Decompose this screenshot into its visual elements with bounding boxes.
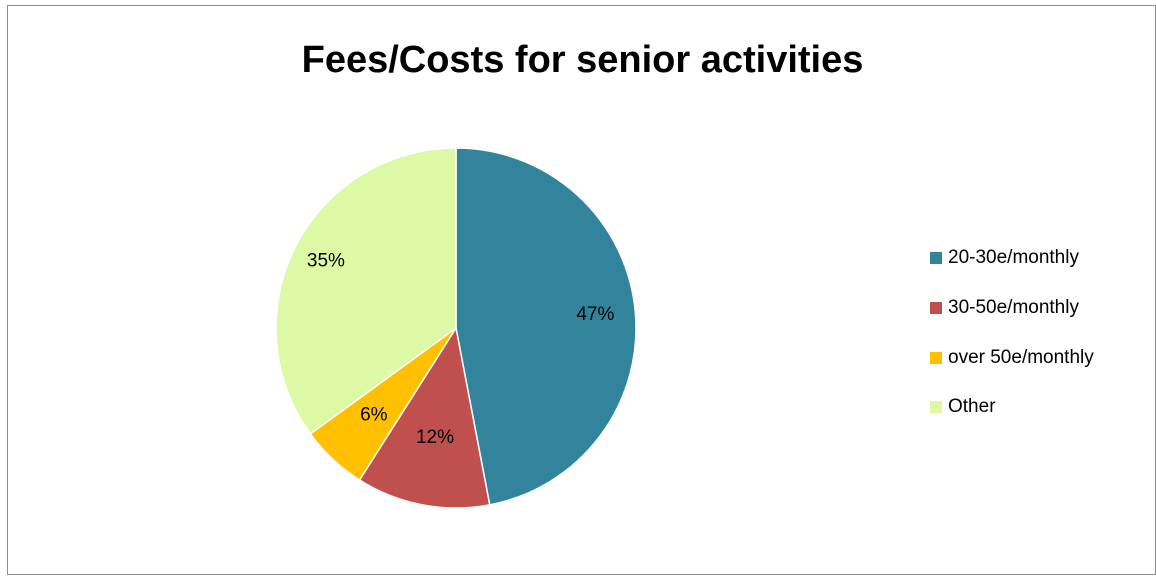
data-label-30-50e-monthly: 12% [416,427,454,448]
legend-label: over 50e/monthly [948,347,1094,368]
pie-slice-20-30e-monthly [455,147,637,506]
legend-label: Other [948,396,996,417]
data-label-over-50e-monthly: 6% [360,404,388,425]
legend-swatch [930,302,942,314]
pie-slice-30-50e-monthly [358,325,491,509]
chart-area: Fees/Costs for senior activities 47% 12% 6… [7,5,1156,575]
legend-label: 20-30e/monthly [948,247,1079,268]
pie-slices [275,147,637,509]
pie-chart: 47% 12% 6% 35% [275,147,637,509]
legend-item-other: Other [930,395,996,419]
legend-item-over-50e-monthly: over 50e/monthly [930,346,1094,370]
legend-swatch [930,252,942,264]
pie-slice-labels: 47% 12% 6% 35% [307,251,615,448]
pie-slice-other [275,147,457,435]
legend-swatch [930,352,942,364]
legend-item-30-50e-monthly: 30-50e/monthly [930,296,1079,320]
legend-item-20-30e-monthly: 20-30e/monthly [930,246,1079,270]
data-label-20-30e-monthly: 47% [576,304,614,325]
chart-title: Fees/Costs for senior activities [301,39,864,81]
legend-label: 30-50e/monthly [948,297,1079,318]
data-label-other: 35% [307,251,345,272]
legend-swatch [930,401,942,413]
